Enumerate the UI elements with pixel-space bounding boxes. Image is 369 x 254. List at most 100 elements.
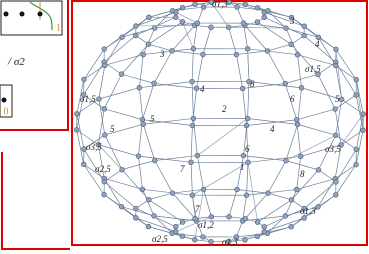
vertex [244,193,249,198]
edge [136,218,176,232]
edge [264,218,304,232]
vertex [102,179,107,184]
edge [285,74,318,83]
vertex [194,86,199,91]
vertex [133,24,138,29]
vertex-label: σ3,5 [86,142,102,152]
edge [197,156,203,190]
edge [99,88,139,99]
vertex [284,26,289,31]
inset-dot [20,12,25,17]
vertex [195,153,200,158]
vertex [170,191,175,196]
vertex [102,63,107,68]
edge [268,193,292,200]
edge [139,55,143,88]
vertex-label: σ3,5 [325,144,341,154]
vertex [294,117,299,122]
edge [286,124,298,160]
vertex [294,187,299,192]
vertex [243,237,248,242]
polytope-graph [74,0,365,244]
edge [99,65,105,99]
vertex [361,112,366,117]
vertex [120,35,125,40]
vertex-label: 5 [335,94,340,104]
edge [298,124,336,135]
vertex [302,24,307,29]
vertex [173,224,178,229]
vertex [133,215,138,220]
vertex [97,97,102,102]
vertex [192,237,197,242]
vertex [170,48,175,53]
edge [248,162,258,222]
edge [104,109,142,120]
edge [248,82,249,119]
edge [143,124,154,160]
edge [267,51,285,84]
vertex [333,107,338,112]
vertex [141,52,146,57]
edge [229,189,237,216]
vertex [152,26,157,31]
vertex [146,197,151,202]
vertex [289,224,294,229]
edge [104,74,121,109]
vertex [201,235,206,240]
vertex [354,147,359,152]
vertex [120,167,125,172]
vertex-label: σ1,3 [222,237,238,247]
edge [203,27,211,54]
edge [243,156,286,161]
vertex [255,5,260,10]
vertex [102,133,107,138]
vertex [266,191,271,196]
edge [297,109,335,120]
edge [122,74,154,83]
vertex [201,52,206,57]
vertex [191,116,196,121]
vertex [302,216,307,221]
vertex [190,79,195,84]
edge [136,25,195,26]
vertex [245,46,250,51]
vertex [243,216,248,221]
vertex [146,224,151,229]
vertex [81,162,86,167]
vertex [180,220,185,225]
page: 1 / σ2 0 σ1,3σ3,5σ1,5σ1,5σ3,5σ2,5σ1,2σ1,… [0,0,369,254]
vertex [146,42,151,47]
vertex [119,204,124,209]
vertex [354,93,359,98]
vertex [146,15,151,20]
vertex-label: 1 [240,162,245,172]
vertex [82,77,87,82]
vertex-label: 5 [150,114,155,124]
vertex [316,167,321,172]
vertex-label: σ1,5 [305,64,321,74]
vertex [180,5,185,10]
vertex [283,81,288,86]
vertex [152,158,157,163]
edge [104,37,122,49]
graph-frame [72,1,367,245]
vertex-label: σ2,5 [152,234,168,244]
vertex [209,214,214,219]
vertex [246,160,251,165]
edge [335,109,341,145]
vertex [284,158,289,163]
edge [84,62,104,95]
vertex [334,179,339,184]
vertex [361,128,366,133]
vertex-label: 3 [289,16,295,26]
edge [204,189,212,216]
edge [267,44,291,51]
vertex-label: 7 [180,164,185,174]
vertex [201,5,206,10]
vertex [243,2,248,7]
vertex [140,117,145,122]
edge [154,216,197,221]
vertex [262,229,267,234]
edge [318,37,335,49]
